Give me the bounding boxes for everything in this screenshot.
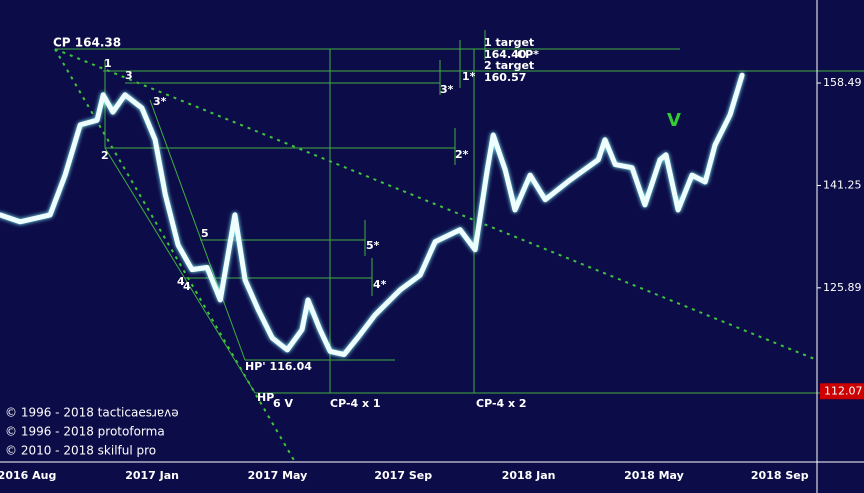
guide-line <box>149 99 246 361</box>
guide-line <box>104 147 256 394</box>
copyright: © 2010 - 2018 skilful pro <box>5 444 156 458</box>
annotation: 3* <box>153 95 167 108</box>
copyright: © 1996 - 2018 tacticaesɹɐʌǝ <box>5 406 179 420</box>
annotation: 6 V <box>273 397 293 410</box>
annotation: CP-4 x 1 <box>330 397 381 410</box>
annotation: 4 <box>183 280 191 293</box>
annotation: 160.57 <box>484 71 526 84</box>
annotation: V <box>667 110 681 131</box>
price-line <box>0 72 745 357</box>
y-tick-label: 125.89 <box>823 281 862 294</box>
annotation: 164.40 <box>484 48 527 61</box>
x-tick-label: 2018 Sep <box>751 469 809 482</box>
trend-line <box>54 48 818 361</box>
x-tick-label: 2017 May <box>248 469 308 482</box>
annotation: CP* <box>517 48 539 61</box>
annotations: CP 164.38 1 3 3* 2 3* 1* 2* 1 target 164… <box>53 36 681 411</box>
plot <box>0 72 745 357</box>
annotation: 5* <box>366 239 380 252</box>
annotation: HP' 116.04 <box>245 360 312 373</box>
price-marker <box>820 383 864 400</box>
overlays <box>54 30 864 463</box>
copyright: © 1996 - 2018 protoforma <box>5 425 165 439</box>
x-tick-label: 2018 Jan <box>502 469 556 482</box>
x-tick-label: 2016 Aug <box>0 469 56 482</box>
annotation: 2 <box>101 149 109 162</box>
annotation: 1 <box>104 57 112 70</box>
annotation: 3 <box>125 69 133 82</box>
price-marker-label: 112.07 <box>824 384 863 397</box>
x-tick-label: 2017 Sep <box>374 469 432 482</box>
annotation: 3* <box>440 83 454 96</box>
annotation: 4* <box>373 278 387 291</box>
annotation: CP-4 x 2 <box>476 397 527 410</box>
annotation: 4 <box>177 275 185 288</box>
annotation: 1 target <box>484 36 534 49</box>
annotation: 2* <box>455 148 469 161</box>
x-tick-label: 2017 Jan <box>125 469 179 482</box>
annotation: HP <box>257 391 274 404</box>
annotation: 2 target <box>484 59 534 72</box>
annotation: 5 <box>201 227 209 240</box>
annotation: 1* <box>462 70 476 83</box>
y-tick-label: 158.49 <box>823 76 862 89</box>
y-tick-label: 141.25 <box>823 178 862 191</box>
x-tick-label: 2018 May <box>624 469 684 482</box>
annotation: CP 164.38 <box>53 36 121 50</box>
